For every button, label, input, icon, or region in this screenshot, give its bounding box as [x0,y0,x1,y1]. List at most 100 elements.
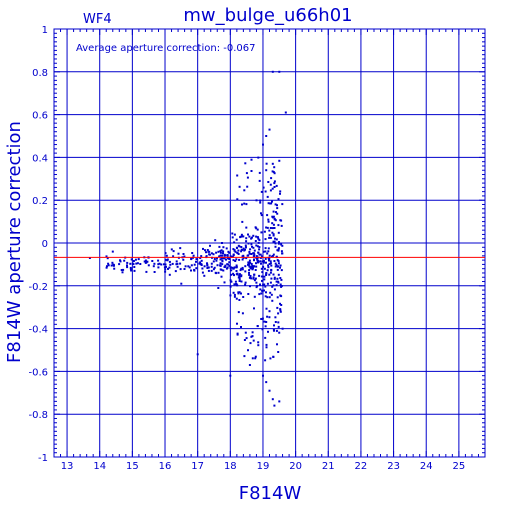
data-points [88,70,287,407]
data-point [264,285,267,288]
data-point [278,400,281,403]
data-point [262,283,265,286]
data-point [88,257,91,259]
data-point [262,374,264,377]
x-tick-label: 22 [355,461,368,472]
data-point [257,341,260,344]
data-point [244,331,247,334]
data-point [157,259,160,262]
data-point [272,233,275,236]
data-point [276,268,279,271]
y-tick-label: -0.8 [28,410,48,421]
chart-title: mw_bulge_u66h01 [183,5,352,26]
y-tick-label: 0.2 [32,196,48,207]
data-point [280,269,283,272]
y-tick-labels: -1 -0.8 -0.6 -0.4 -0.2 0 0.2 0.4 0.6 0.8 1 [28,25,48,464]
data-point [277,247,280,250]
data-point [219,268,222,271]
data-point [199,261,202,264]
data-point [278,331,281,334]
data-point [262,260,265,262]
data-point [268,236,271,239]
data-point [233,233,236,236]
data-point [258,179,261,182]
data-point [152,265,155,268]
data-point [267,257,270,260]
data-point [268,254,271,257]
data-point [272,210,275,213]
data-point [164,263,167,266]
data-point [151,260,154,262]
data-point [256,245,259,248]
data-point [241,203,243,206]
data-point [111,250,114,253]
data-point [253,253,256,256]
data-point [221,242,223,244]
data-point [273,186,276,188]
data-point [238,274,241,277]
data-point [273,227,276,229]
data-point [184,265,187,268]
data-point [235,266,238,269]
data-point [220,257,223,260]
data-point [263,230,266,233]
data-point [261,318,264,320]
data-point [224,254,227,257]
data-point [254,277,257,280]
data-point [265,169,268,172]
data-point [265,274,268,276]
data-point [280,304,283,306]
data-point [271,231,274,234]
data-point [227,250,230,253]
data-point [258,171,261,174]
data-point [281,327,284,330]
data-point [263,267,266,270]
data-point [272,234,275,237]
data-point [255,255,258,258]
data-point [118,263,121,266]
data-point [210,269,213,272]
data-point [258,246,261,249]
data-point [183,255,186,258]
data-point [265,226,268,229]
data-point [219,262,222,265]
data-point [275,284,278,287]
data-point [253,259,255,262]
data-point [218,255,221,258]
data-point [250,277,253,280]
data-point [234,250,237,253]
data-point [257,251,260,254]
data-point [244,248,246,251]
data-point [277,325,280,328]
data-point [266,269,269,272]
data-point [267,264,270,267]
data-point [276,212,279,215]
data-point [133,269,136,272]
data-point [230,273,233,276]
data-point [267,218,270,221]
data-point [226,266,229,269]
data-point [273,172,276,175]
data-point [231,236,234,239]
data-point [269,183,272,186]
data-point [236,251,239,254]
data-point [119,259,121,262]
data-point [153,262,156,265]
data-point [245,203,248,206]
data-point [216,264,219,267]
data-point [277,231,280,234]
data-point [268,259,270,262]
data-point [205,251,207,254]
data-point [121,271,124,274]
data-point [236,332,239,335]
data-point [235,297,238,300]
data-point [241,266,244,269]
data-point [273,240,276,243]
data-point [240,292,242,295]
data-point [179,268,182,271]
data-point [269,262,272,265]
data-point [258,239,261,242]
data-point [129,266,132,269]
data-point [248,262,251,265]
data-point [165,254,168,257]
